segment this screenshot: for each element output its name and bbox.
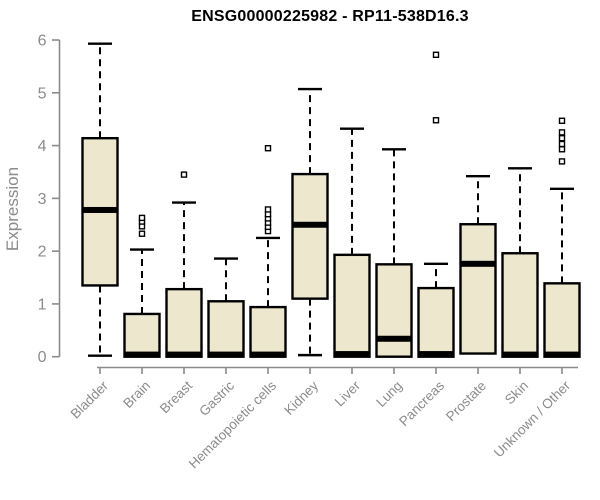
outlier-point	[558, 117, 566, 124]
x-category-label: Bladder	[68, 378, 112, 422]
box-brain	[123, 214, 161, 358]
x-category-label: Lung	[373, 378, 405, 410]
x-category-label: Breast	[157, 378, 195, 416]
box-pancreas	[417, 51, 455, 358]
iqr-box	[375, 263, 413, 358]
outlier-point	[558, 140, 566, 148]
iqr-box	[417, 286, 455, 358]
x-category-label: Unknown / Other	[491, 378, 574, 461]
x-category-label: Gastric	[196, 378, 237, 419]
iqr-box	[543, 282, 581, 358]
outlier-point	[558, 158, 566, 165]
median-bar	[208, 351, 244, 358]
x-category-label: Liver	[332, 378, 364, 410]
y-tick-label: 5	[38, 85, 47, 102]
x-category-label: Pancreas	[396, 378, 447, 429]
median-bar	[124, 351, 160, 358]
median-bar	[334, 351, 370, 358]
median-bar	[82, 206, 118, 213]
iqr-box	[123, 312, 161, 358]
y-tick-label: 3	[38, 191, 47, 208]
y-axis: 0 1 2 3 4 5 6	[38, 33, 61, 366]
iqr-box	[291, 172, 329, 300]
outlier-point	[558, 146, 566, 153]
box-lung	[375, 148, 413, 358]
box-breast	[165, 171, 203, 358]
outlier-point	[432, 117, 440, 124]
outlier-point	[264, 145, 272, 152]
x-category-label: Prostate	[443, 378, 489, 424]
box-prostate	[459, 174, 497, 355]
x-category-label: Kidney	[281, 378, 321, 418]
outlier-point	[432, 51, 440, 58]
outlier-point	[138, 230, 146, 237]
y-tick-label: 6	[38, 33, 47, 50]
median-bar	[166, 351, 202, 358]
x-category-label: Brain	[120, 378, 153, 411]
box-skin	[501, 167, 539, 358]
x-category-label: Skin	[502, 378, 531, 407]
iqr-box	[207, 300, 245, 358]
outlier-point	[138, 214, 146, 222]
box-unknown-other	[543, 117, 581, 358]
median-bar	[418, 351, 454, 358]
chart-title: ENSG00000225982 - RP11-538D16.3	[191, 8, 469, 25]
iqr-box	[165, 287, 203, 358]
iqr-box	[501, 252, 539, 358]
outlier-point	[180, 171, 188, 178]
y-tick-label: 4	[38, 138, 47, 155]
box-kidney	[291, 87, 329, 357]
median-bar	[460, 260, 496, 267]
median-bar	[502, 351, 538, 358]
box-liver	[333, 127, 371, 358]
median-bar	[544, 351, 580, 358]
y-tick-label: 0	[38, 349, 47, 366]
box-bladder	[81, 42, 119, 357]
box-gastric	[207, 257, 245, 358]
iqr-box	[249, 305, 287, 358]
outlier-point	[558, 129, 566, 136]
y-tick-label: 1	[38, 296, 47, 313]
median-bar	[292, 221, 328, 228]
box-hematopoietic-cells	[249, 145, 287, 358]
iqr-box	[459, 223, 497, 355]
y-tick-label: 2	[38, 244, 47, 261]
median-bar	[376, 335, 412, 342]
outlier-point	[264, 206, 272, 213]
outlier-point	[558, 134, 566, 142]
iqr-box	[333, 253, 371, 358]
median-bar	[250, 351, 286, 358]
